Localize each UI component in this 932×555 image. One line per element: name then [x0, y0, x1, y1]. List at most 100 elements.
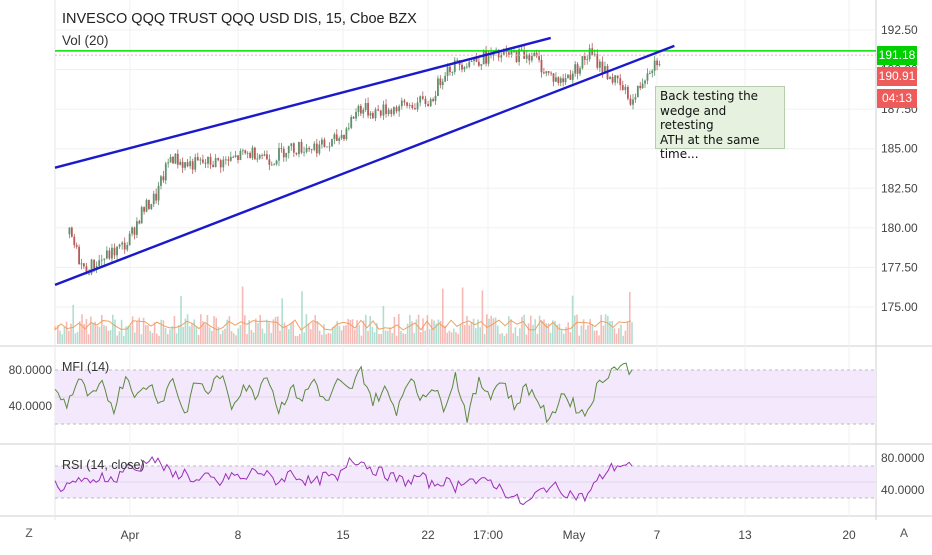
volume-bar: [560, 329, 563, 344]
candle-body: [374, 109, 377, 119]
candle-body: [644, 80, 646, 84]
volume-bar: [105, 326, 107, 344]
candle-body: [653, 60, 656, 71]
volume-bar: [288, 329, 290, 344]
volume-bar: [237, 328, 239, 344]
volume-bar: [437, 319, 440, 344]
volume-bar: [193, 319, 195, 344]
x-tick-label: 20: [842, 528, 856, 542]
candle-body: [416, 102, 419, 110]
volume-bar: [510, 319, 512, 344]
volume-bar: [545, 323, 547, 344]
volume-bar: [116, 335, 118, 344]
candle-body: [621, 85, 624, 90]
candle-body: [520, 49, 523, 51]
volume-bar: [422, 318, 424, 344]
candle-body: [68, 227, 71, 235]
volume-bar: [450, 332, 453, 344]
candle-body: [160, 176, 162, 186]
volume-bar: [470, 321, 473, 344]
volume-bar: [519, 328, 521, 344]
volume-bar: [228, 316, 231, 344]
candle-body: [502, 50, 505, 55]
volume-bar: [373, 332, 376, 344]
volume-bar: [252, 332, 255, 344]
volume-bar: [118, 331, 121, 344]
volume-bar: [147, 325, 149, 344]
chart-annotation-note[interactable]: Back testing the wedge and retesting ATH…: [655, 86, 785, 161]
volume-bar: [90, 316, 92, 344]
volume-bar: [257, 323, 259, 344]
volume-bar: [202, 321, 204, 344]
candle-body: [98, 260, 101, 266]
candle-body: [315, 143, 318, 154]
candle-body: [133, 227, 136, 235]
candle-body: [449, 66, 451, 73]
volume-bar: [556, 324, 558, 344]
candle-body: [369, 113, 372, 116]
volume-bar: [219, 334, 222, 344]
mfi-tick-label: 40.0000: [9, 399, 53, 413]
candle-body: [292, 143, 295, 153]
volume-bar: [81, 314, 83, 344]
candle-body: [461, 64, 463, 70]
candle-body: [174, 153, 177, 164]
candle-body: [395, 107, 398, 112]
candle-body: [382, 104, 385, 116]
volume-bar: [541, 321, 543, 344]
candle-body: [550, 72, 553, 74]
volume-bar: [343, 325, 345, 344]
volume-bar: [532, 324, 534, 344]
volume-bar: [499, 333, 501, 344]
volume-bar: [593, 330, 596, 344]
candle-body: [468, 61, 471, 67]
volume-bar: [367, 330, 369, 344]
candle-body: [246, 152, 249, 154]
candle-body: [530, 55, 533, 61]
candle-body: [278, 148, 280, 161]
volume-bar: [624, 330, 627, 344]
volume-bar: [107, 330, 110, 344]
volume-bar: [457, 333, 459, 344]
volume-bar: [413, 333, 415, 344]
candle-body: [118, 244, 121, 247]
volume-bar: [591, 324, 594, 344]
volume-bar: [534, 319, 536, 344]
volume-bar: [479, 327, 481, 344]
volume-bar: [169, 329, 171, 344]
volume-bar: [459, 324, 462, 344]
volume-bar: [464, 324, 466, 344]
volume-bar: [76, 331, 79, 344]
volume-bar: [222, 330, 224, 344]
candle-body: [364, 102, 367, 110]
volume-bar: [543, 319, 545, 344]
volume-bar: [536, 333, 539, 344]
candle-body: [586, 59, 589, 60]
candle-body: [199, 159, 202, 161]
volume-bar: [613, 328, 616, 344]
volume-bar: [323, 324, 325, 344]
candle-body: [463, 67, 466, 70]
candle-body: [80, 263, 83, 265]
volume-bar: [241, 286, 244, 344]
volume-bar: [611, 321, 613, 344]
volume-bar: [472, 318, 475, 344]
volume-bar: [607, 315, 609, 344]
volume-bar: [259, 314, 261, 344]
volume-bar: [442, 288, 444, 344]
candle-body: [432, 99, 435, 101]
volume-bar: [226, 319, 228, 344]
volume-bar: [338, 325, 341, 344]
volume-bar: [444, 325, 446, 344]
auto-scale-button[interactable]: A: [899, 526, 908, 540]
zoom-button[interactable]: Z: [25, 526, 33, 540]
volume-bar: [387, 330, 389, 344]
price-tick-label: 180.00: [881, 221, 918, 235]
volume-bar: [426, 315, 429, 344]
candle-body: [135, 221, 138, 235]
volume-bar: [391, 333, 393, 344]
candle-body: [475, 58, 478, 62]
candle-body: [229, 156, 232, 161]
volume-bar: [318, 330, 321, 344]
volume-bar: [109, 330, 112, 344]
